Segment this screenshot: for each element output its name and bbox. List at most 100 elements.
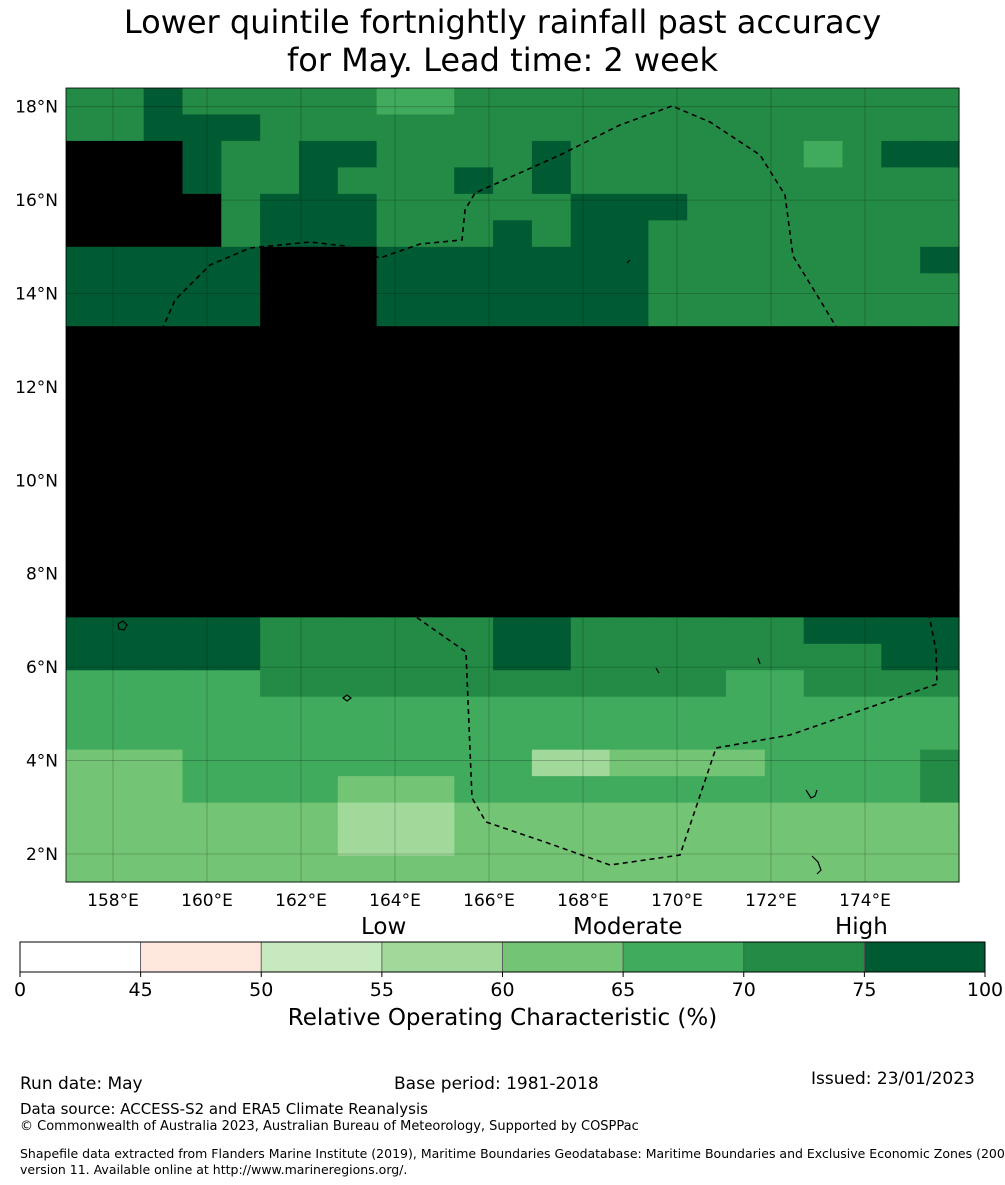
grid-cell (415, 855, 455, 883)
grid-cell (66, 299, 106, 327)
grid-cell (803, 749, 844, 777)
grid-cell (920, 432, 960, 460)
grid-cell (182, 537, 222, 565)
grid-cell (531, 379, 572, 407)
grid-cell (726, 802, 766, 830)
longitude-tick-label: 168°E (557, 891, 609, 911)
grid-cell (454, 829, 494, 857)
grid-cell (104, 776, 145, 804)
grid-cell (182, 564, 222, 592)
grid-cell (648, 670, 688, 698)
grid-cell (337, 485, 378, 513)
grid-cell (376, 458, 417, 486)
grid-cell (764, 590, 805, 618)
grid-cell (221, 193, 261, 221)
colorbar-swatch (381, 941, 503, 973)
grid-cell (531, 352, 572, 380)
grid-cell (221, 114, 261, 142)
grid-cell (842, 220, 882, 248)
grid-cell (104, 590, 145, 618)
grid-cell (881, 670, 921, 698)
grid-cell (531, 246, 572, 274)
grid-cell (415, 458, 455, 486)
grid-cell (260, 749, 300, 777)
grid-cell (609, 590, 649, 618)
grid-cell (376, 485, 417, 513)
grid-cell (609, 776, 649, 804)
grid-cell (298, 167, 339, 195)
grid-cell (454, 485, 494, 513)
grid-cell (687, 855, 727, 883)
grid-cell (881, 114, 921, 142)
latitude-tick-label: 4°N (26, 752, 58, 772)
grid-cell (570, 670, 611, 698)
grid-cell (415, 590, 455, 618)
grid-cell (260, 140, 300, 168)
grid-cell (182, 299, 222, 327)
grid-cell (764, 379, 805, 407)
grid-cell (66, 590, 106, 618)
grid-cell (648, 617, 688, 645)
island-outline (626, 259, 631, 264)
grid-cell (454, 140, 494, 168)
grid-cell (454, 749, 494, 777)
grid-cell (493, 405, 533, 433)
grid-cell (454, 167, 494, 195)
grid-cell (493, 326, 533, 354)
grid-cell (143, 855, 184, 883)
grid-cell (881, 299, 921, 327)
grid-cell (298, 352, 339, 380)
grid-cell (493, 617, 533, 645)
latitude-tick-label: 6°N (26, 658, 58, 678)
grid-cell (920, 829, 960, 857)
grid-cell (337, 590, 378, 618)
grid-cell (648, 485, 688, 513)
grid-cell (803, 855, 844, 883)
grid-cell (764, 193, 805, 221)
island-outline (342, 694, 352, 702)
grid-cell (66, 246, 106, 274)
grid-cell (842, 776, 882, 804)
grid-cell (337, 696, 378, 724)
grid-cell (376, 855, 417, 883)
grid-cell (143, 723, 184, 751)
grid-cell (570, 511, 611, 539)
grid-cell (143, 326, 184, 354)
grid-cell (493, 352, 533, 380)
grid-cell (415, 564, 455, 592)
grid-cell (454, 246, 494, 274)
grid-cell (298, 829, 339, 857)
grid-cell (104, 432, 145, 460)
grid-cell (920, 537, 960, 565)
grid-cell (493, 829, 533, 857)
grid-cell (570, 140, 611, 168)
grid-cell (648, 405, 688, 433)
grid-cell (764, 432, 805, 460)
grid-cell (803, 193, 844, 221)
grid-cell (803, 379, 844, 407)
grid-cell (376, 590, 417, 618)
grid-cell (298, 140, 339, 168)
grid-cell (842, 193, 882, 221)
grid-cell (920, 88, 960, 116)
grid-cell (337, 246, 378, 274)
grid-cell (803, 88, 844, 116)
grid-cell (570, 564, 611, 592)
grid-cell (66, 696, 106, 724)
grid-cell (66, 670, 106, 698)
grid-cell (104, 246, 145, 274)
grid-cell (143, 432, 184, 460)
colorbar-category-low: Low (361, 914, 407, 940)
grid-cell (803, 590, 844, 618)
grid-cell (182, 432, 222, 460)
grid-cell (920, 670, 960, 698)
grid-cell (221, 326, 261, 354)
shapefile-credit-line-2: version 11. Available online at http://w… (20, 1162, 408, 1177)
latitude-axis: 18°N 16°N 14°N 12°N 10°N 8°N 6°N 4°N 2°N (15, 98, 58, 865)
map-title-line-2: for May. Lead time: 2 week (286, 41, 718, 79)
grid-cell (221, 537, 261, 565)
grid-cell (221, 405, 261, 433)
grid-cell (726, 458, 766, 486)
grid-cell (298, 114, 339, 142)
grid-cell (531, 220, 572, 248)
